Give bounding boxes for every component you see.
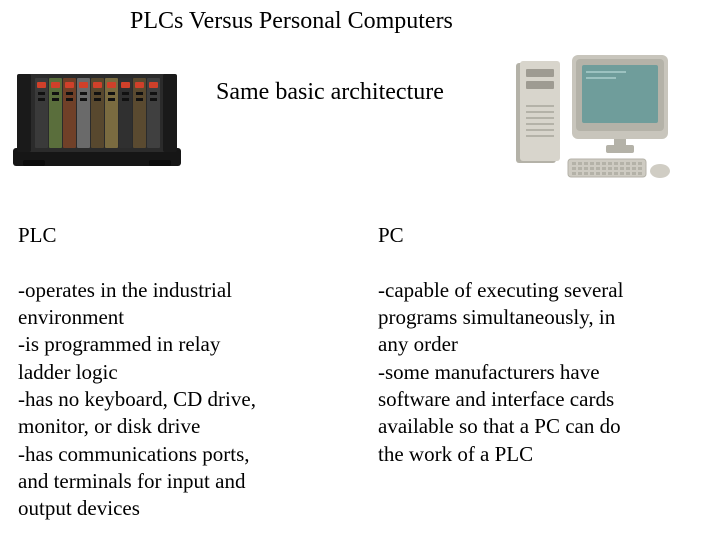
plc-heading: PLC [18, 222, 338, 249]
pc-heading: PC [378, 222, 698, 249]
pc-body: -capable of executing several programs s… [378, 277, 698, 468]
image-row: Same basic architecture [0, 35, 720, 185]
pc-column: PC -capable of executing several program… [378, 195, 698, 550]
desktop-pc-image [510, 45, 678, 185]
plc-column: PLC -operates in the industrial environm… [18, 195, 338, 550]
subtitle: Same basic architecture [216, 79, 444, 106]
comparison-columns: PLC -operates in the industrial environm… [0, 185, 720, 550]
page-title: PLCs Versus Personal Computers [0, 0, 720, 35]
plc-body: -operates in the industrial environment … [18, 277, 338, 523]
plc-rack-image [5, 60, 190, 170]
